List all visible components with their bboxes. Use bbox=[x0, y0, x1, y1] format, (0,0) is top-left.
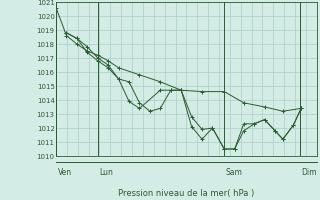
Text: Ven: Ven bbox=[58, 168, 72, 177]
Text: Dim: Dim bbox=[301, 168, 317, 177]
Text: Lun: Lun bbox=[99, 168, 113, 177]
Text: Pression niveau de la mer( hPa ): Pression niveau de la mer( hPa ) bbox=[118, 189, 254, 198]
Text: Sam: Sam bbox=[226, 168, 243, 177]
